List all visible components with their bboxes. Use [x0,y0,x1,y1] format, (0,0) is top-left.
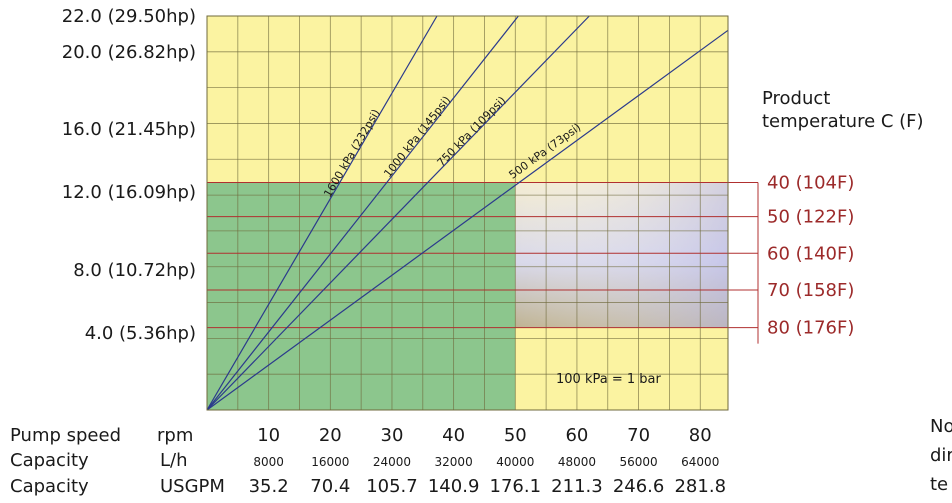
x-row-name: Pump speed [10,425,121,446]
x-tick-label: 8000 [253,455,284,469]
y-tick-label: 4.0 (5.36hp) [85,323,196,344]
y-tick-label: 8.0 (10.72hp) [73,260,196,281]
temperature-label: 40 (104F) [767,173,854,194]
pressure-series [206,15,729,411]
x-tick-label: 16000 [311,455,349,469]
y-tick-label: 16.0 (21.45hp) [62,119,196,140]
x-tick-label: 70 [627,425,650,446]
x-tick-label: 64000 [681,455,719,469]
series-line [206,15,519,411]
x-tick-label: 10 [257,425,280,446]
series-line [206,15,438,411]
y-tick-label: 20.0 (26.82hp) [62,42,196,63]
note-fragment-1: No [930,416,952,437]
temperature-labels: 40 (104F) 50 (122F) 60 (140F) 70 (158F) 80 (… [767,173,854,339]
x-tick-label: 70.4 [310,476,350,497]
x-tick-label: 56000 [620,455,658,469]
x-row-unit: USGPM [160,476,225,497]
temperature-label: 80 (176F) [767,318,854,339]
x-tick-label: 211.3 [551,476,603,497]
x-tick-label: 80 [689,425,712,446]
x-tick-label: 60 [565,425,588,446]
x-tick-label: 246.6 [613,476,665,497]
x-tick-label: 40000 [496,455,534,469]
x-tick-label: 50 [504,425,527,446]
x-tick-label: 30 [381,425,404,446]
x-tick-label: 48000 [558,455,596,469]
temperature-header-line-1: Product [762,88,830,109]
temperature-gradient-overlay [515,182,728,328]
x-row-name: Capacity [10,450,89,471]
x-tick-label: 40 [442,425,465,446]
temperature-label: 50 (122F) [767,207,854,228]
x-row-unit: rpm [157,425,193,446]
note-fragment-3: te [930,474,948,495]
temperature-header-line-2: temperature C (F) [762,111,924,132]
x-row-name: Capacity [10,476,89,497]
x-tick-label: 35.2 [249,476,289,497]
y-tick-label: 22.0 (29.50hp) [62,6,196,27]
x-tick-label: 176.1 [490,476,542,497]
series-line [206,29,729,411]
x-tick-label: 20 [319,425,342,446]
x-tick-label: 140.9 [428,476,480,497]
note-fragment-2: dir [930,445,952,466]
temperature-label: 70 (158F) [767,280,854,301]
x-tick-label: 105.7 [366,476,418,497]
temperature-label: 60 (140F) [767,243,854,264]
annotation-bar: 100 kPa = 1 bar [556,372,661,387]
series-line [206,15,590,411]
x-row-unit: L/h [160,450,188,471]
grid-lines [207,16,728,410]
x-tick-label: 281.8 [674,476,726,497]
plot-border [206,15,729,411]
x-tick-label: 32000 [435,455,473,469]
x-axis-rows: Pump speed rpm 10 20 30 40 50 60 70 80 Capacity L/h… [10,425,726,497]
x-tick-label: 24000 [373,455,411,469]
y-axis-ticks: 22.0 (29.50hp) 20.0 (26.82hp) 16.0 (21.45h… [62,6,196,344]
y-tick-label: 12.0 (16.09hp) [62,182,196,203]
